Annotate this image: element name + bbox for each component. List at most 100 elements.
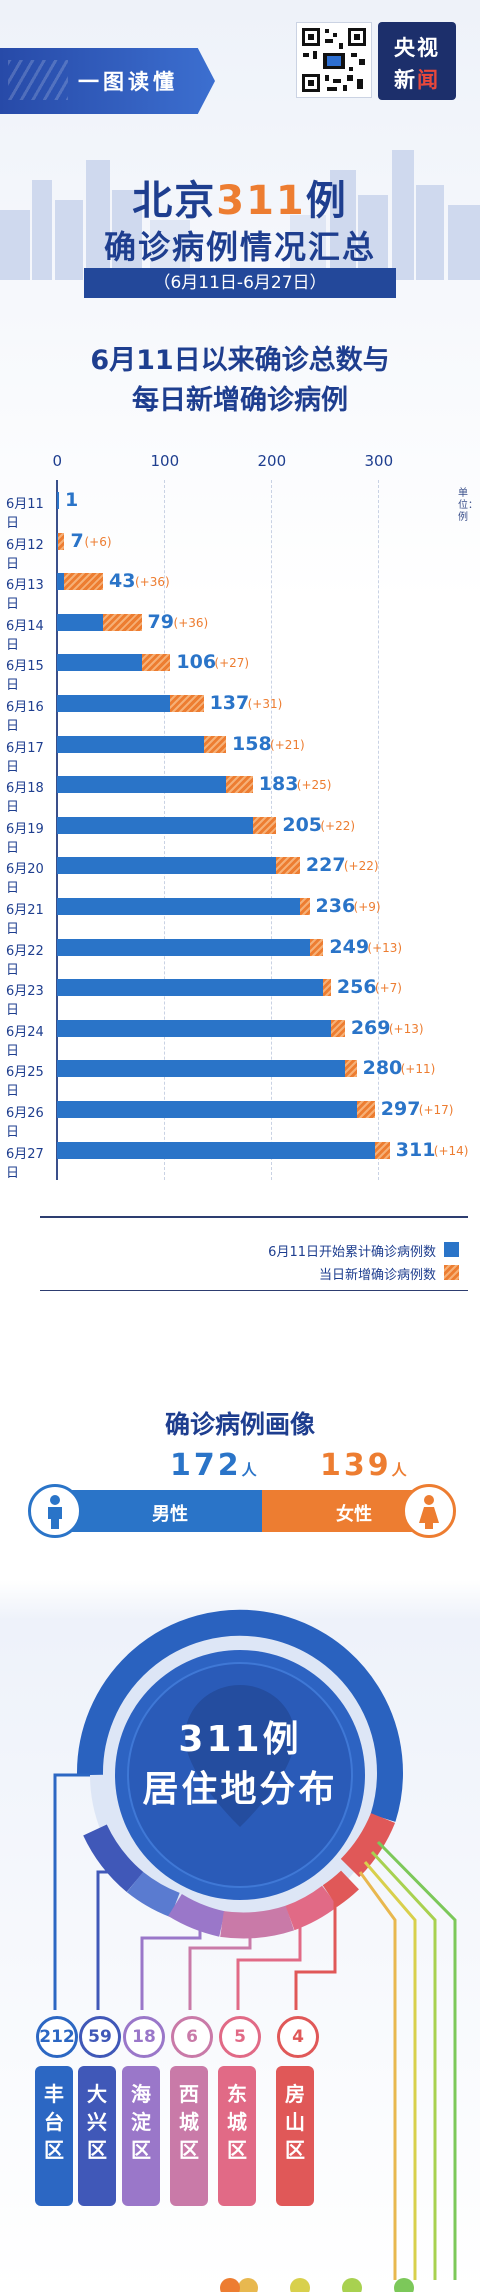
bar-cumulative [57, 613, 103, 631]
bar-daily-new [226, 776, 253, 794]
residence-diagram [53, 1609, 457, 2292]
bar-increment-label: (+21) [270, 737, 305, 752]
bar-total-label: 227 [305, 854, 346, 877]
title-suffix: 例 [305, 178, 348, 224]
bar-daily-new [170, 695, 204, 712]
banner-text: 一图读懂 [78, 70, 178, 94]
district-name: 东城区 [227, 2082, 247, 2162]
banner-stripes [8, 60, 68, 100]
bar-cumulative [57, 816, 253, 834]
row-date-label: 6月24日 [6, 1024, 44, 1059]
x-tick-label: 300 [364, 452, 394, 470]
row-date-label: 6月21日 [6, 903, 44, 937]
bar-cumulative [57, 979, 324, 997]
bar-increment-label: (+25) [296, 778, 332, 793]
bar-total-label: 7 [70, 529, 84, 552]
district-name-tag: 海淀区 [122, 2066, 160, 2206]
residence-title-line1: 311例 [178, 1719, 302, 1760]
residence-title-line2: 居住地分布 [142, 1769, 338, 1810]
bar-increment-label: (+13) [388, 1021, 424, 1036]
cctv-news-logo: 央视 新闻 [378, 22, 456, 100]
male-icon [28, 1484, 82, 1538]
bar-daily-new [323, 979, 331, 997]
district-count: 212 [36, 2016, 78, 2058]
legend-daily-swatch [444, 1265, 459, 1280]
title-number: 311 [216, 178, 306, 224]
row-date-label: 6月15日 [6, 659, 44, 694]
bar-total-label: 256 [336, 976, 377, 999]
bar-daily-new [252, 816, 277, 834]
chart-title-line1: 6月11日以来确诊总数与 [90, 345, 390, 376]
male-count: 172人 [170, 1448, 257, 1483]
bar-increment-label: (+31) [247, 697, 283, 711]
gridline [378, 480, 379, 1180]
bar-total-label: 205 [282, 813, 323, 836]
district-name: 丰台区 [44, 2082, 64, 2162]
bar-total-label: 106 [176, 651, 217, 674]
legend-bottom-rule [40, 1290, 468, 1291]
row-date-label: 6月11日 [6, 497, 44, 531]
row-date-label: 6月27日 [6, 1146, 44, 1181]
bar-daily-new [141, 654, 171, 672]
bar-daily-new [58, 532, 65, 550]
bar-total-label: 137 [209, 692, 250, 714]
district-name: 西城区 [179, 2082, 199, 2162]
bar-cumulative [57, 695, 171, 712]
bar-total-label: 311 [395, 1138, 436, 1161]
bar-total-label: 1 [65, 489, 79, 511]
bar-total-label: 249 [329, 935, 370, 958]
bar-increment-label: (+36) [135, 575, 170, 590]
bar-total-label: 43 [109, 570, 136, 593]
bar-cumulative [57, 532, 59, 550]
female-count-value: 139 [320, 1448, 392, 1483]
row-date-label: 6月17日 [6, 740, 44, 775]
x-tick-label: 100 [150, 452, 180, 470]
female-label: 女性 [336, 1504, 372, 1525]
bar-daily-new [356, 1101, 375, 1118]
row-date-label: 6月13日 [6, 578, 44, 613]
district-name-tag: 西城区 [170, 2066, 208, 2206]
row-date-label: 6月16日 [6, 700, 44, 734]
bar-daily-new [309, 938, 324, 956]
legend-cumulative-swatch [444, 1242, 459, 1257]
bar-increment-label: (+13) [367, 940, 403, 955]
x-tick-label: 200 [257, 452, 287, 470]
title-prefix: 北京 [132, 178, 217, 224]
row-date-label: 6月25日 [6, 1065, 44, 1100]
legend-cumulative-label: 6月11日开始累计确诊病例数 [268, 1245, 436, 1260]
district-name: 海淀区 [131, 2082, 151, 2162]
date-range: （6月11日-6月27日） [84, 268, 396, 298]
logo-line1: 央视 [394, 36, 440, 60]
bar-increment-label: (+14) [433, 1143, 469, 1158]
district-count: 4 [277, 2016, 319, 2058]
bar-daily-new [374, 1141, 390, 1159]
district-name: 大兴区 [87, 2082, 107, 2162]
bar-total-label: 269 [350, 1016, 391, 1039]
district-name-tag: 丰台区 [35, 2066, 73, 2206]
bar-cumulative [57, 1019, 331, 1037]
main-title: 北京311例 [0, 168, 480, 226]
subtitle: 确诊病例情况汇总 [103, 228, 376, 266]
row-date-label: 6月14日 [6, 618, 44, 653]
logo-char-a: 新 [394, 68, 417, 92]
qr-code [296, 22, 372, 98]
district-name-tag: 大兴区 [78, 2066, 116, 2206]
x-tick-label: 0 [52, 452, 63, 470]
bar-total-label: 297 [380, 1098, 421, 1120]
row-date-label: 6月20日 [6, 862, 44, 897]
bar-increment-label: (+22) [320, 818, 356, 833]
bar-daily-new [344, 1060, 357, 1078]
bar-cumulative [57, 654, 142, 672]
district-count: 6 [171, 2016, 213, 2058]
male-label: 男性 [152, 1504, 188, 1525]
logo-line2: 新闻 [378, 64, 456, 94]
row-date-label: 6月12日 [6, 537, 44, 572]
row-date-label: 6月26日 [6, 1106, 44, 1140]
bar-cumulative [57, 492, 59, 509]
header-banner: 一图读懂 [0, 48, 215, 114]
chart-title-line2: 每日新增确诊病例 [132, 385, 348, 416]
bar-increment-label: (+22) [343, 859, 379, 874]
bar-daily-new [64, 573, 103, 591]
bar-increment-label: (+9) [353, 900, 381, 914]
district-count: 59 [79, 2016, 121, 2058]
